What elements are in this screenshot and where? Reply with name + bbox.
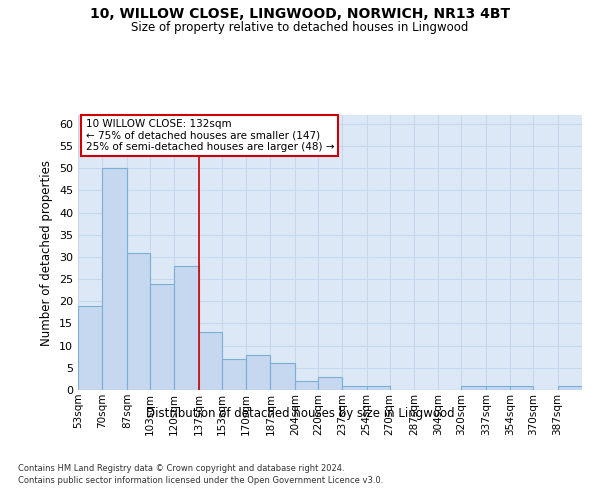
Bar	[199, 332, 221, 390]
Bar	[461, 386, 486, 390]
Text: Contains public sector information licensed under the Open Government Licence v3: Contains public sector information licen…	[18, 476, 383, 485]
Bar	[367, 386, 389, 390]
Bar	[557, 386, 582, 390]
Bar	[150, 284, 174, 390]
Text: Contains HM Land Registry data © Crown copyright and database right 2024.: Contains HM Land Registry data © Crown c…	[18, 464, 344, 473]
Bar	[510, 386, 533, 390]
Bar	[271, 364, 295, 390]
Bar	[221, 359, 246, 390]
Bar	[486, 386, 510, 390]
Bar	[246, 354, 271, 390]
Bar	[127, 252, 150, 390]
Bar	[295, 381, 318, 390]
Text: 10 WILLOW CLOSE: 132sqm
← 75% of detached houses are smaller (147)
25% of semi-d: 10 WILLOW CLOSE: 132sqm ← 75% of detache…	[86, 119, 334, 152]
Bar	[103, 168, 127, 390]
Bar	[342, 386, 367, 390]
Bar	[174, 266, 199, 390]
Bar	[78, 306, 103, 390]
Bar	[318, 376, 342, 390]
Text: 10, WILLOW CLOSE, LINGWOOD, NORWICH, NR13 4BT: 10, WILLOW CLOSE, LINGWOOD, NORWICH, NR1…	[90, 8, 510, 22]
Text: Distribution of detached houses by size in Lingwood: Distribution of detached houses by size …	[146, 408, 454, 420]
Y-axis label: Number of detached properties: Number of detached properties	[40, 160, 53, 346]
Text: Size of property relative to detached houses in Lingwood: Size of property relative to detached ho…	[131, 21, 469, 34]
